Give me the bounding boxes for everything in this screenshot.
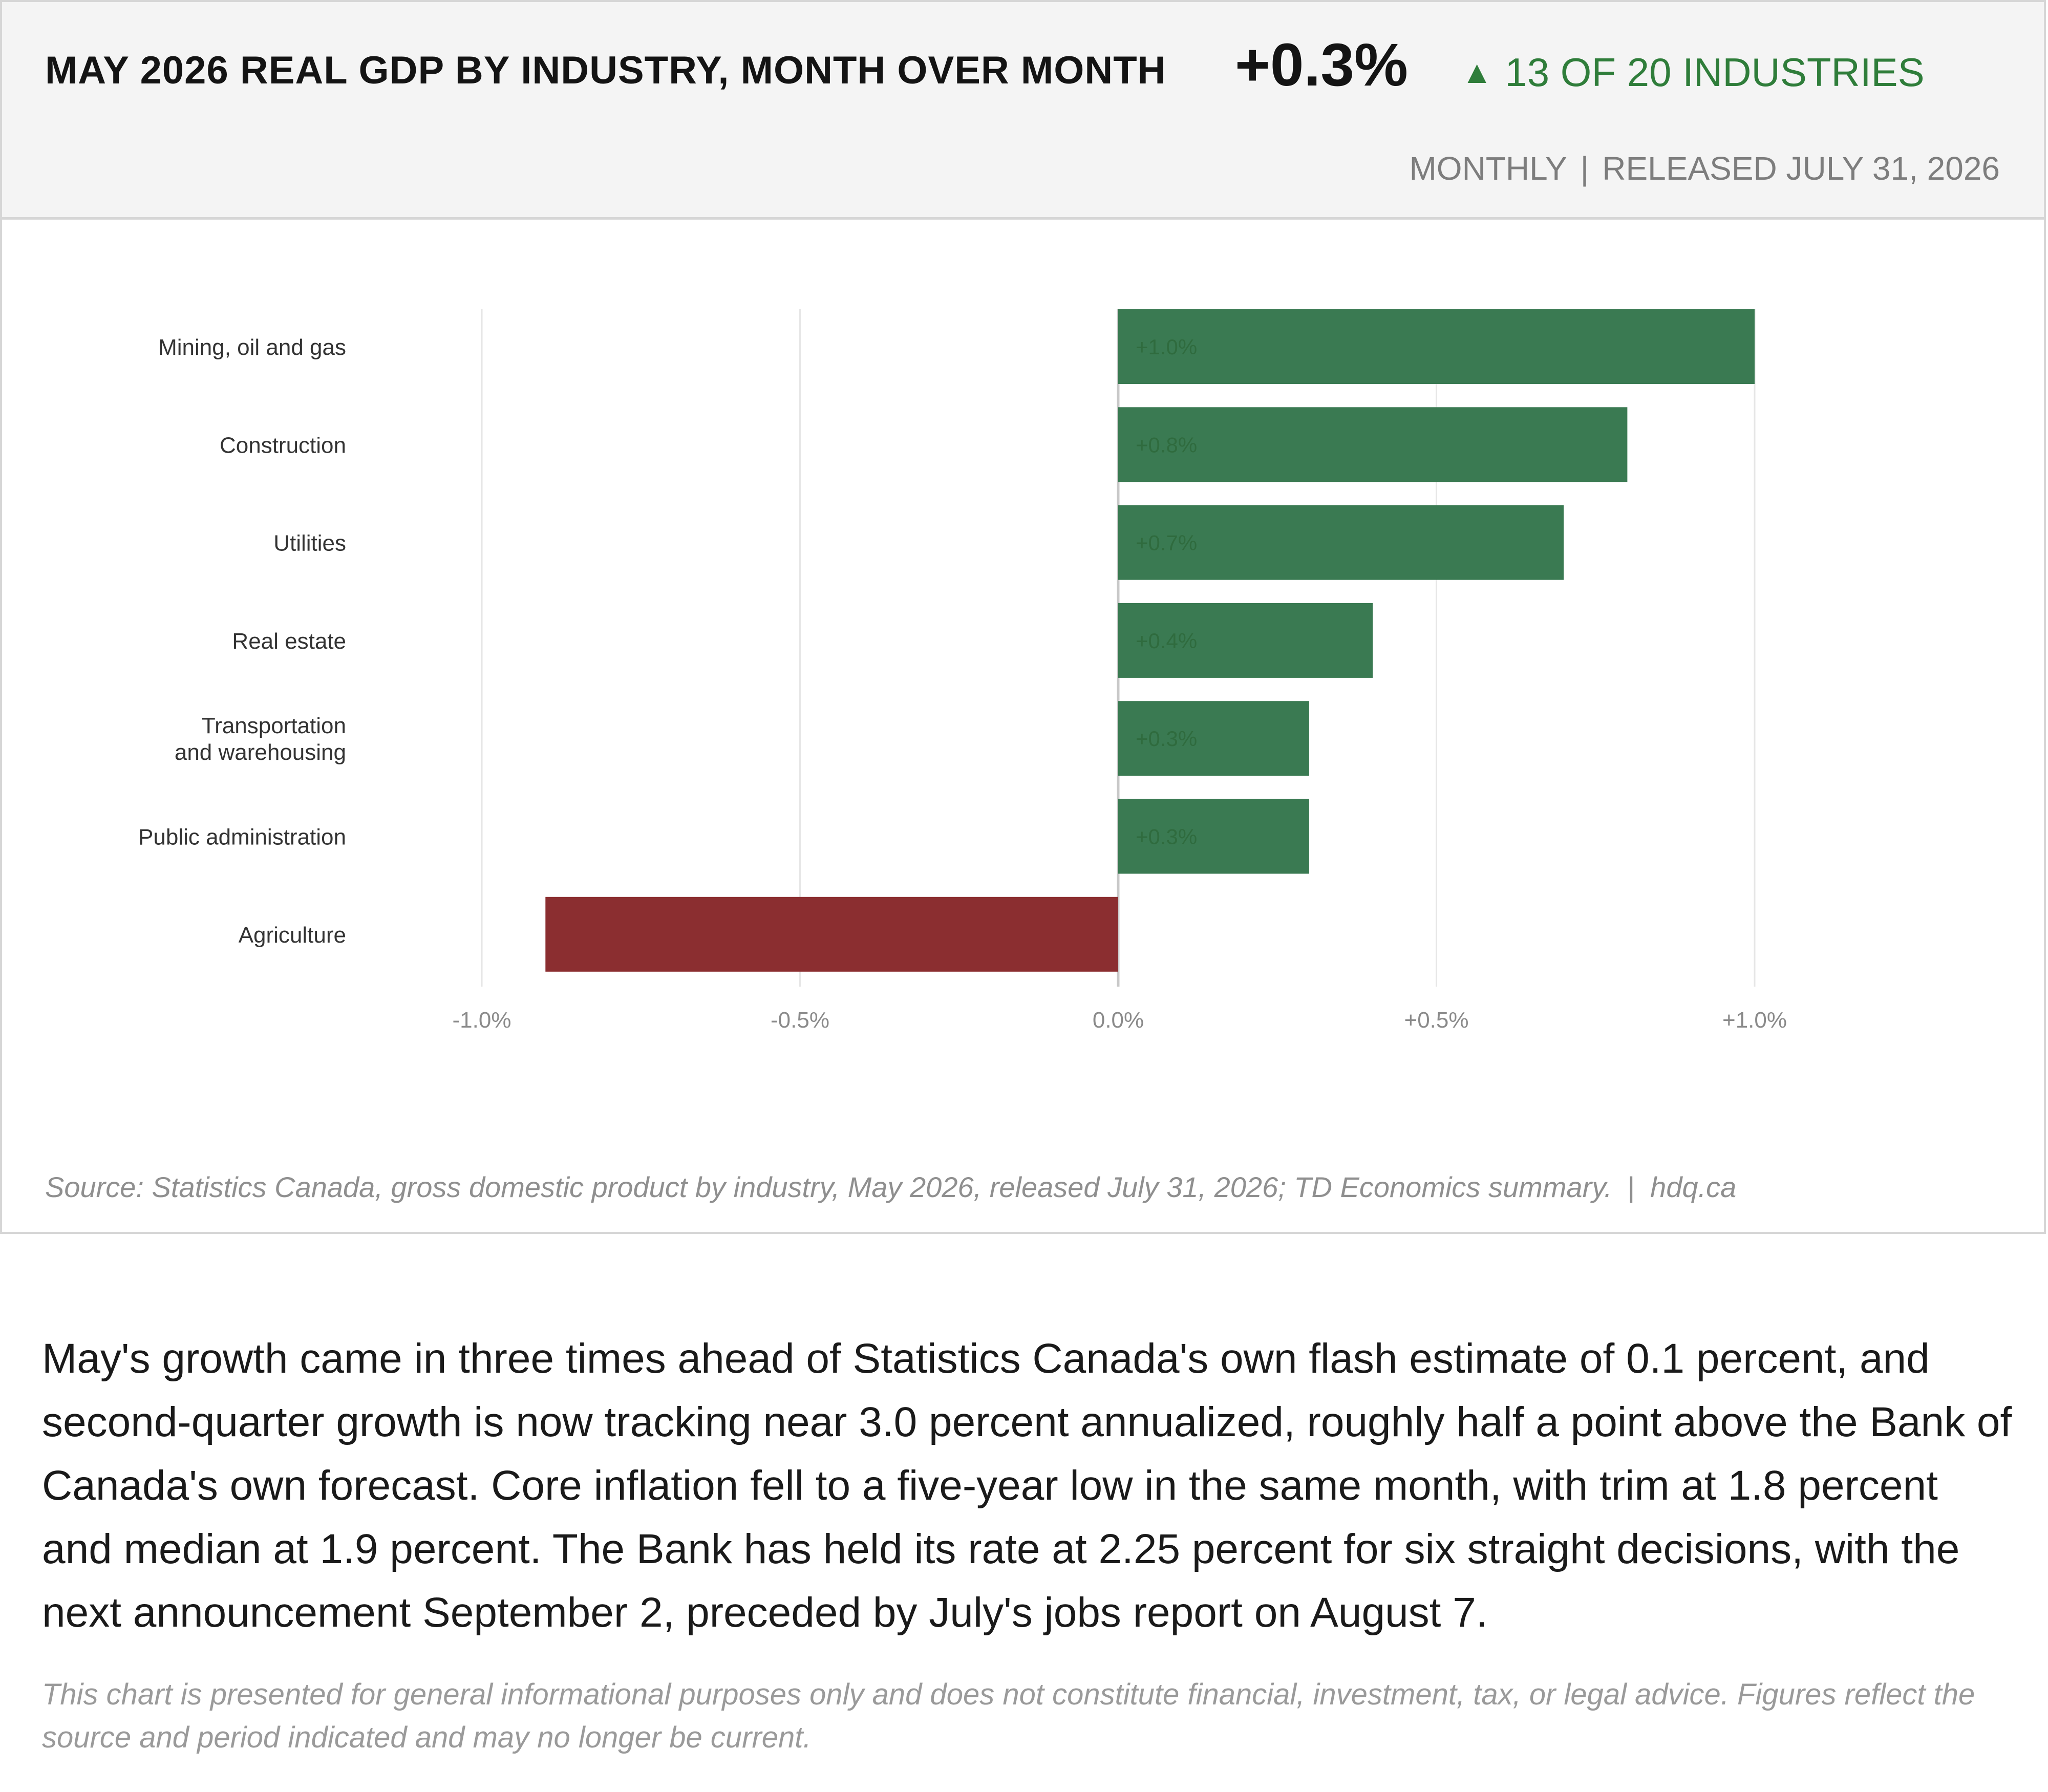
chart-header: MAY 2026 REAL GDP BY INDUSTRY, MONTH OVE… [2,2,2044,220]
release-date: RELEASED JULY 31, 2026 [1602,150,2000,187]
chart-title: MAY 2026 REAL GDP BY INDUSTRY, MONTH OVE… [45,49,1166,92]
category-label: Utilities [273,531,346,556]
site-link[interactable]: hdq.ca [1650,1171,1737,1203]
category-label: Mining, oil and gas [158,335,346,360]
category-label: Real estate [232,629,346,654]
breadth-indicator: ▲ 13 OF 20 INDUSTRIES [1461,49,1925,96]
category-label: Agriculture [239,923,346,948]
category-label: Transportation and warehousing [175,713,346,765]
bar [1118,505,1564,580]
category-label: Public administration [138,825,346,850]
category-label-line: Construction [220,433,346,458]
x-tick-label: 0.0% [1093,1008,1144,1033]
bar [1118,407,1628,482]
category-label-line: Public administration [138,825,346,850]
source-separator: | [1627,1171,1635,1203]
disclaimer-text: This chart is presented for general info… [42,1678,1975,1754]
category-label-line: Agriculture [239,923,346,948]
up-triangle-icon: ▲ [1461,55,1493,90]
bar-data-label: +0.7% [1136,531,1197,555]
category-label-line: Real estate [232,629,346,654]
x-tick-label: -1.0% [453,1008,511,1033]
frequency-label: MONTHLY [1409,150,1567,187]
source-text: Source: Statistics Canada, gross domesti… [45,1171,1612,1203]
bar-data-label: +0.3% [1136,727,1197,751]
bar-chart: -1.0% -0.5% 0.0% +0.5% +1.0% Mining, oil and … [138,309,1787,1033]
commentary-paragraph: May's growth came in three times ahead o… [42,1335,2012,1636]
x-tick-label: -0.5% [771,1008,829,1033]
bar [1118,799,1309,874]
bar-data-label: +1.0% [1136,335,1197,359]
bar [1118,309,1755,384]
bar [545,897,1118,972]
bar [1118,603,1373,678]
headline-value: +0.3% [1235,31,1408,99]
meta-separator: | [1580,150,1589,187]
category-label: Construction [220,433,346,458]
x-tick-label: +1.0% [1722,1008,1787,1033]
bar-data-label: +0.4% [1136,629,1197,653]
category-label-line: Mining, oil and gas [158,335,346,360]
release-meta: MONTHLY | RELEASED JULY 31, 2026 [1409,150,2000,187]
source-note: Source: Statistics Canada, gross domesti… [45,1170,1736,1204]
bar [1118,701,1309,776]
category-label-line: Utilities [273,531,346,556]
category-label-line: Transportation [202,713,346,738]
chart-card: MAY 2026 REAL GDP BY INDUSTRY, MONTH OVE… [0,0,2046,1234]
x-tick-label: +0.5% [1404,1008,1469,1033]
bar-data-label: +0.8% [1136,433,1197,457]
breadth-text: 13 OF 20 INDUSTRIES [1505,50,1925,95]
bar-data-label: +0.3% [1136,825,1197,849]
category-label-line: and warehousing [175,740,346,765]
